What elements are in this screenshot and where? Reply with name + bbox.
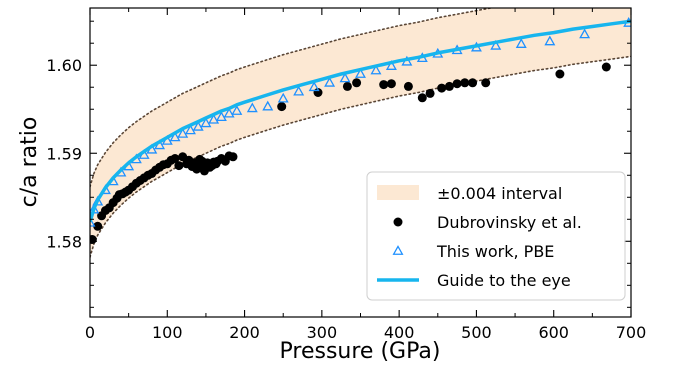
- dubrovinsky-point-45: [277, 102, 287, 112]
- pbe-point-28: [355, 68, 366, 78]
- x-tick-label: 100: [152, 323, 183, 342]
- pbe-point-30: [385, 60, 397, 70]
- dubrovinsky-point-22: [170, 154, 180, 163]
- dubrovinsky-point-52: [417, 93, 427, 103]
- dubrovinsky-point-23: [174, 161, 184, 171]
- dubrovinsky-point-53: [425, 88, 435, 98]
- dubrovinsky-point-58: [468, 78, 478, 88]
- pbe-point-12: [169, 131, 181, 142]
- pbe-point-20: [231, 105, 243, 115]
- dubrovinsky-point-60: [555, 69, 565, 79]
- plot-inner: [90, 8, 631, 258]
- x-tick-label: 500: [461, 323, 492, 342]
- legend-box: [366, 171, 626, 301]
- legend-label: Guide to the eye: [437, 271, 571, 290]
- pbe-point-22: [262, 100, 274, 111]
- dubrovinsky-point-61: [601, 62, 611, 72]
- dubrovinsky-point-57: [460, 78, 470, 88]
- legend-label: This work, PBE: [436, 242, 554, 261]
- dubrovinsky-point-48: [352, 78, 362, 88]
- axes: 0 100 200 300 400 500 600 700 1.58 1.59 1.60: [46, 7, 647, 342]
- pbe-point-17: [208, 113, 220, 124]
- dubrovinsky-point-49: [379, 80, 389, 90]
- dubrovinsky-point-0: [90, 235, 97, 244]
- pbe-point-25: [308, 81, 320, 92]
- y-tick-label: 1.60: [46, 56, 82, 75]
- x-tick-label: 600: [538, 323, 569, 342]
- pbe-point-29: [370, 64, 382, 75]
- band-fill: [90, 8, 631, 258]
- dubrovinsky-point-59: [481, 78, 491, 88]
- dubrovinsky-point-44: [228, 152, 238, 162]
- pbe-point-26: [324, 76, 336, 87]
- legend: ±0.004 interval Dubrovinsky et al. This wo…: [366, 171, 626, 301]
- pbe-point-0: [90, 216, 96, 227]
- pbe-point-15: [192, 120, 204, 131]
- y-tick-label: 1.59: [46, 144, 82, 163]
- dubrovinsky-point-47: [342, 81, 352, 91]
- y-axis-label: c/a ratio: [17, 117, 42, 208]
- x-tick-label: 200: [229, 323, 260, 342]
- x-axis-label: Pressure (GPa): [280, 339, 441, 364]
- y-tick-label: 1.58: [46, 232, 82, 251]
- x-tick-label: 700: [616, 323, 647, 342]
- x-tick-label: 300: [307, 323, 338, 342]
- pbe-point-27: [339, 72, 351, 83]
- x-tick-label: 400: [384, 323, 415, 342]
- pbe-point-39: [579, 28, 591, 39]
- legend-label: ±0.004 interval: [437, 184, 562, 203]
- dubrovinsky-point-55: [444, 81, 454, 91]
- legend-label: Dubrovinsky et al.: [437, 213, 582, 232]
- plot-area: [90, 8, 631, 258]
- pbe-point-14: [184, 124, 196, 135]
- x-tick-label: 0: [85, 323, 95, 342]
- dubrovinsky-point-54: [437, 83, 447, 93]
- legend-dot-marker: [393, 217, 403, 227]
- guide-curve: [90, 19, 631, 223]
- dubrovinsky-point-56: [452, 79, 462, 89]
- pbe-point-18: [215, 111, 227, 122]
- legend-triangle-marker: [392, 245, 404, 255]
- pbe-point-36: [490, 39, 502, 50]
- pbe-point-23: [277, 92, 289, 103]
- legend-band-swatch: [377, 185, 419, 200]
- pbe-point-21: [246, 102, 258, 113]
- dubrovinsky-point-1: [93, 221, 103, 231]
- pbe-point-19: [223, 107, 235, 118]
- band-lower-edge: [90, 55, 631, 258]
- dubrovinsky-point-51: [403, 81, 413, 91]
- pbe-point-13: [177, 127, 189, 138]
- pbe-point-38: [544, 35, 556, 46]
- dubrovinsky-point-50: [386, 79, 396, 89]
- pbe-point-24: [293, 85, 305, 96]
- pbe-point-37: [515, 38, 527, 48]
- band-upper-edge: [90, 8, 496, 188]
- pbe-point-16: [200, 117, 212, 128]
